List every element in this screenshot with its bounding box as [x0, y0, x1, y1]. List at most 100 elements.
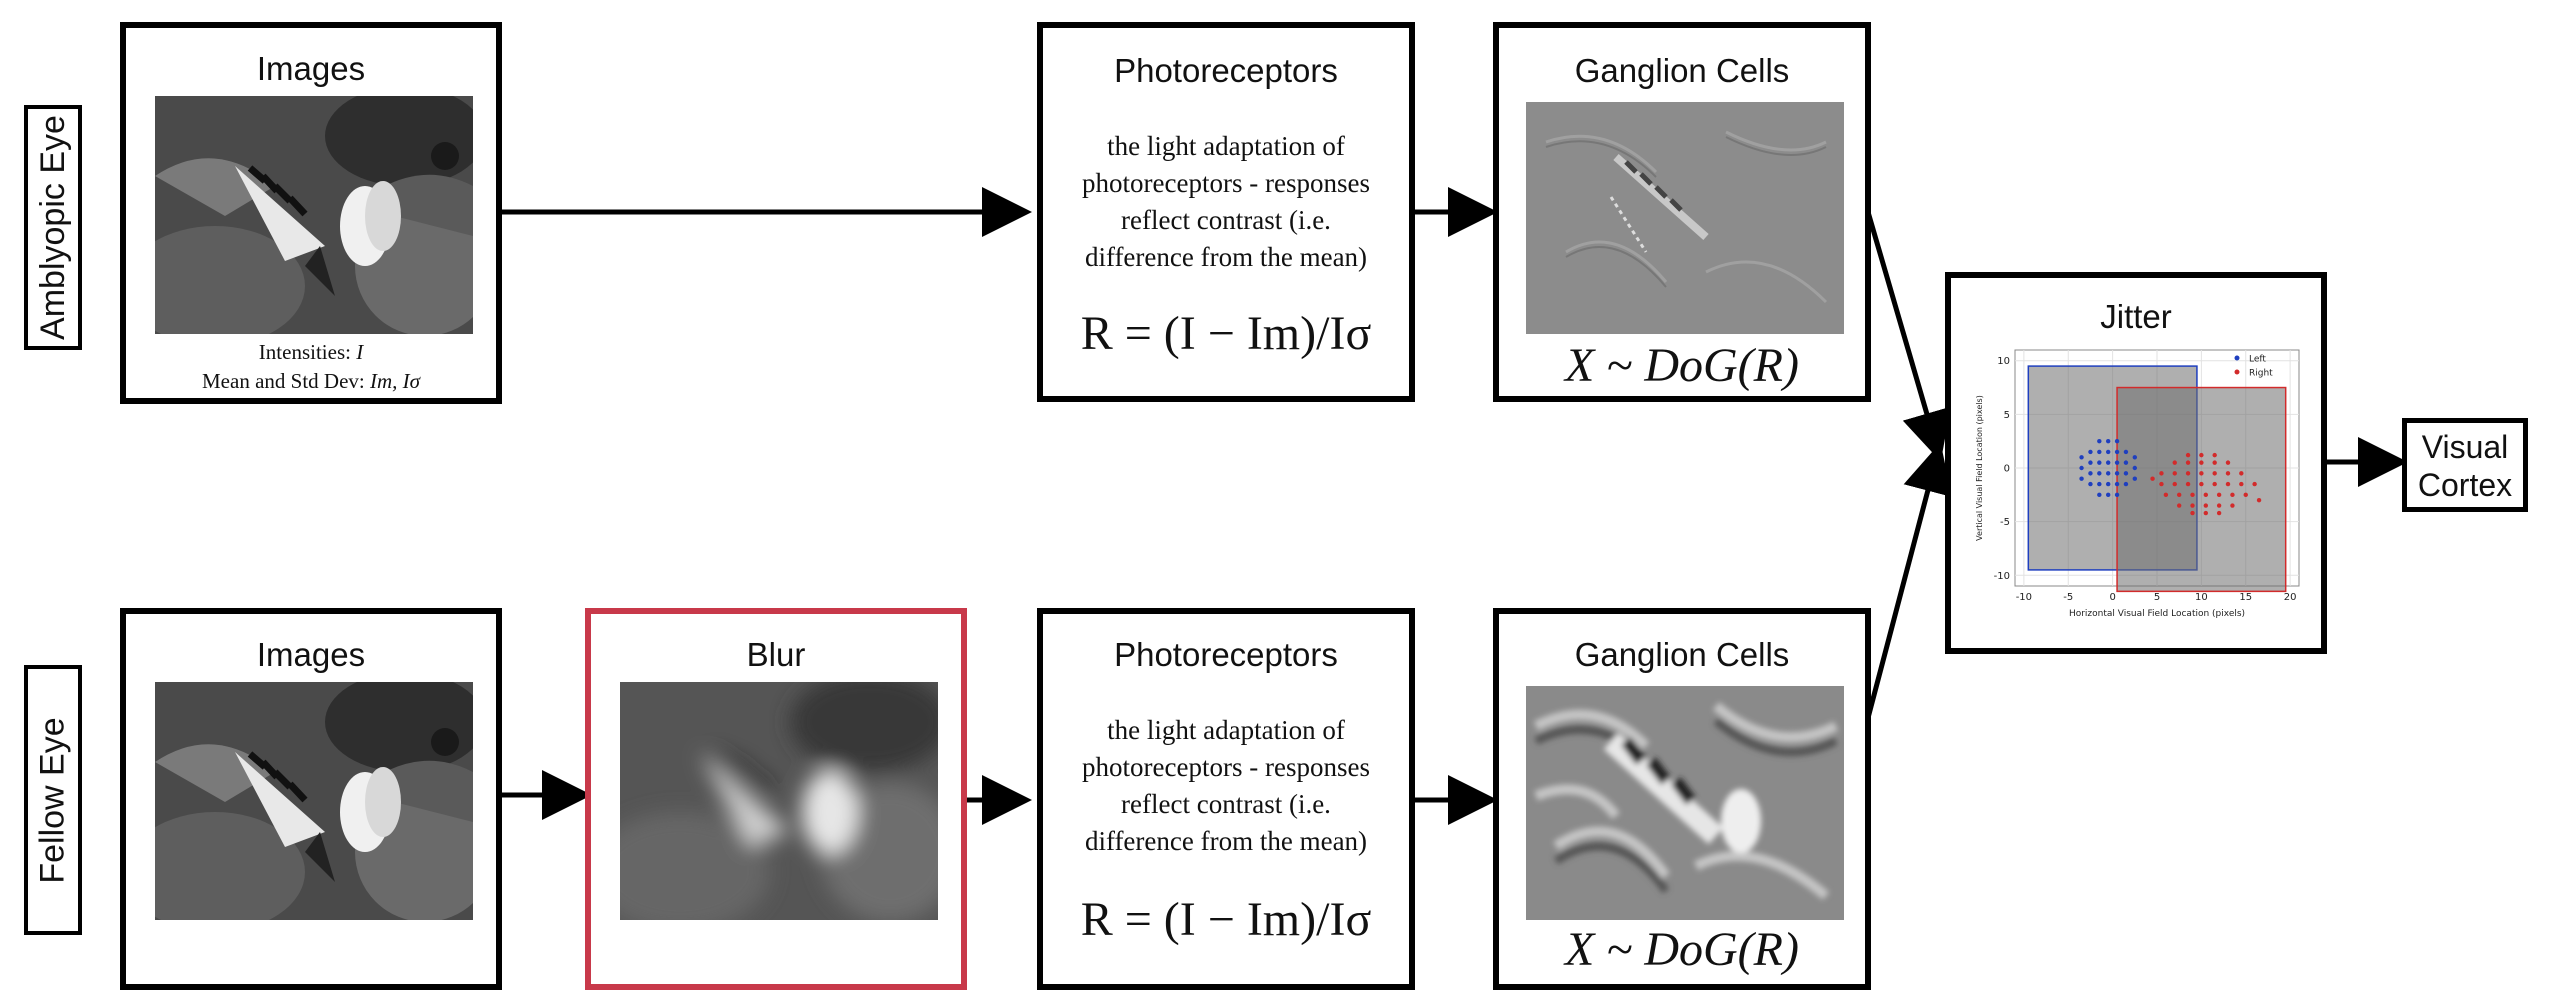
amblyopic-photoreceptors-desc: the light adaptation of photoreceptors -… [1082, 131, 1370, 272]
point-left [2123, 449, 2129, 455]
fellow-ganglion-formula: X ~ DoG(R) [1565, 923, 1799, 976]
fellow-photoreceptors-box: Photoreceptors the light adaptation of p… [1037, 608, 1415, 990]
point-right [2216, 510, 2222, 516]
point-left [2114, 449, 2120, 455]
point-right [2230, 492, 2235, 498]
arrow-amblyopic-ganglion-to-jitter [1865, 211, 1951, 462]
amblyopic-photoreceptors-formula: R = (I − Im)/Iσ [1080, 307, 1372, 360]
point-right [2159, 481, 2164, 487]
point-right [2225, 471, 2231, 476]
fellow-eye-label: Fellow Eye [24, 665, 82, 935]
point-right [2172, 460, 2177, 465]
point-right [2225, 460, 2231, 465]
butterfly-image [155, 96, 473, 334]
point-right [2199, 460, 2204, 465]
point-right [2203, 510, 2209, 516]
point-right [2159, 471, 2164, 476]
y-axis-label: Vertical Visual Field Location (pixels) [1975, 395, 1984, 541]
point-right [2150, 476, 2155, 481]
field-rect-right [2116, 386, 2287, 593]
point-left [2079, 465, 2084, 471]
visual-cortex-box: Visual Cortex [2402, 418, 2528, 512]
ganglion-image-fellow [1526, 686, 1844, 920]
point-left [2105, 460, 2111, 465]
point-right [2212, 481, 2217, 487]
x-tick-label: 20 [2284, 592, 2297, 603]
point-right [2203, 503, 2209, 508]
point-right [2176, 503, 2182, 508]
point-left [2088, 449, 2093, 455]
point-right [2185, 460, 2191, 465]
point-left [2114, 492, 2120, 498]
x-tick-label: -10 [2016, 592, 2032, 603]
point-left [2097, 471, 2102, 476]
point-right [2190, 492, 2195, 498]
jitter-box: Jitter -10 -5 0 5 10 15 20 -10 -5 0 5 10 Horizontal … [1945, 272, 2327, 654]
amblyopic-photoreceptors-title: Photoreceptors [1114, 52, 1338, 89]
amblyopic-images-title: Images [256, 50, 366, 87]
point-left [2097, 449, 2102, 455]
fellow-blur-box: Blur [585, 608, 967, 990]
jitter-title: Jitter [2100, 298, 2172, 335]
legend-marker-right [2234, 369, 2240, 375]
x-tick-label: 5 [2154, 592, 2160, 603]
point-right [2252, 481, 2257, 487]
point-left [2079, 476, 2084, 481]
amblyopic-images-caption: Intensities: I Mean and Std Dev: Im, Iσ [202, 340, 420, 393]
point-right [2216, 492, 2222, 498]
point-right [2216, 503, 2222, 508]
point-right [2199, 452, 2204, 458]
point-left [2105, 449, 2111, 455]
fellow-ganglion-title: Ganglion Cells [1574, 636, 1790, 673]
point-right [2185, 452, 2191, 458]
point-left [2088, 460, 2093, 465]
point-left [2105, 481, 2111, 487]
amblyopic-eye-text: Amblyopic Eye [33, 115, 72, 340]
point-right [2225, 481, 2231, 487]
point-right [2176, 492, 2182, 498]
point-left [2097, 438, 2102, 444]
amblyopic-ganglion-box: Ganglion Cells X ~ DoG(R) [1493, 22, 1871, 402]
point-right [2203, 492, 2209, 498]
ganglion-image-amblyopic [1526, 102, 1844, 334]
point-left [2079, 455, 2084, 460]
fellow-ganglion-box: Ganglion Cells X ~ DoG(R) [1493, 608, 1871, 990]
arrow-fellow-ganglion-to-jitter [1865, 442, 1952, 719]
point-right [2163, 492, 2169, 498]
y-tick-label: 5 [2004, 410, 2010, 421]
point-left [2088, 481, 2093, 487]
point-right [2185, 481, 2191, 487]
point-right [2190, 503, 2195, 508]
point-left [2097, 492, 2102, 498]
point-right [2212, 471, 2217, 476]
butterfly-image [155, 682, 473, 920]
point-left [2132, 465, 2138, 471]
jitter-scatter-chart: -10 -5 0 5 10 15 20 -10 -5 0 5 10 Horizontal Visual … [1975, 349, 2300, 619]
x-tick-label: 15 [2239, 592, 2252, 603]
point-left [2097, 460, 2102, 465]
amblyopic-ganglion-formula: X ~ DoG(R) [1565, 339, 1799, 392]
fellow-photoreceptors-title: Photoreceptors [1114, 636, 1338, 673]
y-tick-label: -5 [2000, 517, 2010, 528]
point-left [2114, 438, 2120, 444]
amblyopic-images-box: Images Intensities: I Mean and Std Dev: … [120, 22, 502, 404]
point-left [2088, 471, 2093, 476]
amblyopic-eye-label: Amblyopic Eye [24, 105, 82, 350]
point-right [2243, 492, 2248, 498]
point-left [2123, 460, 2129, 465]
point-left [2105, 492, 2111, 498]
point-right [2212, 460, 2217, 465]
point-right [2199, 481, 2204, 487]
point-left [2123, 471, 2129, 476]
point-left [2097, 481, 2102, 487]
point-right [2256, 497, 2262, 503]
fellow-photoreceptors-formula: R = (I − Im)/Iσ [1080, 893, 1372, 946]
x-tick-label: 10 [2195, 592, 2208, 603]
fellow-images-title: Images [256, 636, 366, 673]
point-left [2114, 481, 2120, 487]
point-left [2105, 471, 2111, 476]
point-right [2230, 503, 2235, 508]
legend-label-right: Right [2249, 369, 2273, 379]
fellow-images-box: Images [120, 608, 502, 990]
